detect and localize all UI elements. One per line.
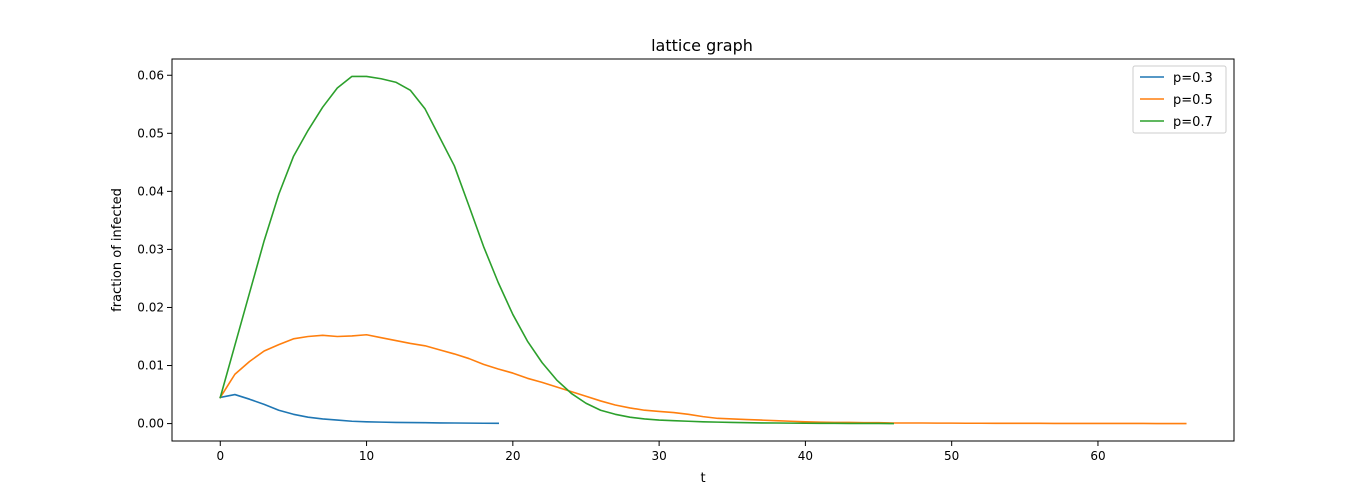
legend-label-1: p=0.5 (1173, 93, 1213, 108)
x-tick-label: 30 (651, 449, 666, 463)
x-tick-label: 60 (1090, 449, 1105, 463)
x-tick-label: 40 (798, 449, 813, 463)
series-line-1 (219, 333, 1187, 425)
legend: p=0.3 p=0.5 p=0.7 (1132, 65, 1227, 134)
y-tick-label: 0.04 (137, 184, 164, 198)
legend-box (1132, 65, 1227, 134)
chart-title: lattice graph (651, 36, 753, 55)
x-tick-label: 20 (505, 449, 520, 463)
y-tick-label: 0.00 (137, 417, 164, 431)
series-line-0 (219, 393, 500, 425)
y-tick-label: 0.01 (137, 359, 164, 373)
y-axis-label: fraction of infected (110, 188, 125, 312)
x-tick-label: 50 (944, 449, 959, 463)
x-axis-label: t (700, 471, 705, 486)
y-tick-label: 0.03 (137, 242, 164, 256)
x-axis: 0 10 20 30 40 50 60 (216, 441, 1106, 463)
y-axis: 0.00 0.01 0.02 0.03 0.04 0.05 0.06 (137, 68, 172, 431)
axes-frame (171, 58, 1235, 442)
y-tick-label: 0.02 (137, 300, 164, 314)
legend-label-0: p=0.3 (1173, 71, 1213, 86)
y-tick-label: 0.05 (137, 126, 164, 140)
x-tick-label: 0 (216, 449, 224, 463)
y-tick-label: 0.06 (137, 68, 164, 82)
plot-area (219, 75, 1187, 425)
series-line-2 (219, 75, 894, 425)
legend-label-2: p=0.7 (1173, 115, 1213, 130)
x-tick-label: 10 (359, 449, 374, 463)
